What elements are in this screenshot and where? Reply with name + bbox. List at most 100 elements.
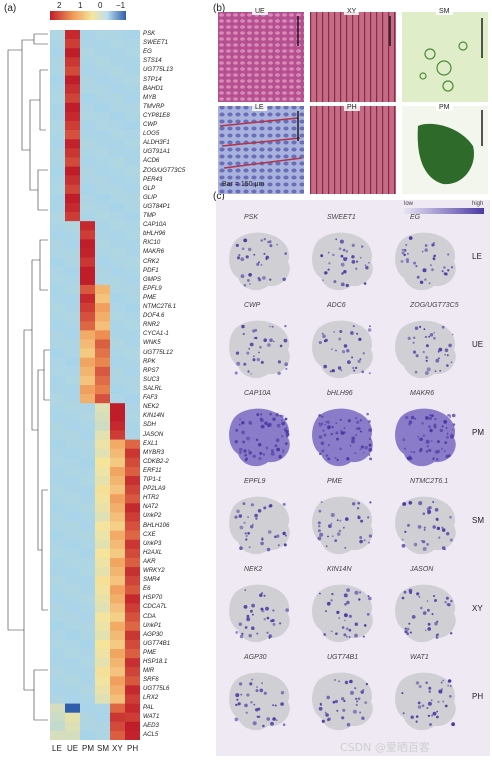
heatmap-cell — [50, 576, 65, 586]
heatmap-cell — [125, 266, 140, 277]
heatmap-cell — [95, 512, 110, 522]
heatmap-cell — [80, 530, 95, 541]
gene-label: UGT75L12 — [143, 348, 173, 356]
heatmap-cell — [125, 221, 140, 231]
heatmap-cell — [110, 448, 125, 459]
heatmap-cell — [65, 257, 80, 267]
heatmap-cell — [80, 730, 95, 740]
gene-label: ACL5 — [143, 730, 159, 738]
heatmap-cell — [80, 694, 95, 704]
heatmap-cell — [80, 248, 95, 258]
gene-label: WAT1 — [143, 712, 160, 720]
tsne-gene-title: ZOG/UGT73C5 — [410, 302, 459, 309]
gene-label: NTMC2T6.1 — [143, 303, 177, 311]
heatmap-cell — [65, 485, 80, 495]
heatmap-cell — [110, 457, 125, 468]
heatmap-cell — [50, 539, 65, 550]
heatmap-cell — [95, 557, 110, 568]
heatmap-cell — [125, 530, 140, 541]
tsne-plot — [395, 232, 456, 291]
heatmap-cell — [110, 339, 125, 349]
heatmap-cell — [110, 84, 125, 95]
heatmap-cell — [110, 202, 125, 213]
gene-label: GMPS — [143, 275, 161, 283]
heatmap-cell — [110, 421, 125, 431]
heatmap-cell — [65, 430, 80, 440]
heatmap-cell — [95, 385, 110, 395]
heatmap-cell — [65, 521, 80, 531]
heatmap-cell — [110, 75, 125, 85]
heatmap-cell — [80, 466, 95, 477]
heatmap-cell — [65, 212, 80, 222]
heatmap-cell — [80, 166, 95, 176]
heatmap-cell — [65, 476, 80, 486]
heatmap-cell — [65, 730, 80, 740]
heatmap-cell — [65, 303, 80, 313]
heatmap-cell — [80, 275, 95, 286]
scale-tick-1: 1 — [78, 1, 83, 10]
heatmap-cell — [80, 221, 95, 231]
heatmap-cell — [125, 157, 140, 167]
gene-label: TMP — [143, 212, 156, 220]
heatmap-cell — [50, 66, 65, 76]
heatmap-cell — [95, 430, 110, 440]
tsne-plot — [395, 496, 456, 555]
tsne-legend-gradient — [404, 208, 484, 214]
heatmap-cell — [125, 703, 140, 713]
heatmap-cell — [95, 585, 110, 595]
heatmap-cell — [50, 485, 65, 495]
heatmap-cell — [95, 293, 110, 304]
heatmap-cell — [50, 685, 65, 695]
heatmap-cell — [50, 293, 65, 304]
heatmap-cell — [50, 239, 65, 249]
heatmap-cell — [80, 293, 95, 304]
gene-label: E6 — [143, 585, 151, 593]
heatmap-cell — [50, 175, 65, 186]
heatmap-cell — [95, 130, 110, 140]
micrograph-title-sm: SM — [436, 8, 453, 15]
tsne-gene-title: ADC6 — [327, 302, 346, 309]
heatmap-cell — [65, 639, 80, 650]
heatmap-cell — [65, 703, 80, 713]
heatmap-cell — [95, 221, 110, 231]
gene-label: RPK — [143, 357, 156, 365]
tsne-row-label: UE — [472, 340, 484, 349]
heatmap-cell — [80, 557, 95, 568]
heatmap-cell — [125, 248, 140, 258]
heatmap-cell — [125, 430, 140, 440]
heatmap-cell — [65, 557, 80, 568]
heatmap-cell — [65, 339, 80, 349]
gene-label: PSK — [143, 30, 156, 37]
heatmap-cell — [65, 111, 80, 122]
heatmap-cell — [110, 594, 125, 604]
heatmap-cell — [110, 293, 125, 304]
tsne-gene-title: SWEET1 — [327, 214, 356, 221]
heatmap-cell — [110, 102, 125, 113]
heatmap-cell — [65, 275, 80, 286]
heatmap-cell — [80, 439, 95, 450]
heatmap-cell — [80, 84, 95, 95]
tsne-gene-title: bHLH96 — [327, 390, 353, 397]
heatmap-cell — [50, 102, 65, 113]
heatmap-cell — [65, 576, 80, 586]
heatmap-cell — [50, 639, 65, 650]
column-label: SM — [97, 744, 109, 753]
heatmap-cell — [65, 293, 80, 304]
heatmap-cell — [110, 303, 125, 313]
gene-label: CYP81E8 — [143, 111, 170, 119]
heatmap-cell — [65, 385, 80, 395]
heatmap-cell — [50, 330, 65, 340]
heatmap-cell — [50, 84, 65, 95]
heatmap-cell — [50, 130, 65, 140]
heatmap-cell — [110, 485, 125, 495]
heatmap-cell — [110, 621, 125, 632]
heatmap-cell — [80, 721, 95, 732]
heatmap-cell — [50, 730, 65, 740]
heatmap-cell — [110, 667, 125, 677]
heatmap-cell — [110, 166, 125, 176]
heatmap-cell — [50, 648, 65, 659]
heatmap-cell — [65, 139, 80, 149]
heatmap-cell — [80, 621, 95, 632]
heatmap-cell — [95, 312, 110, 322]
heatmap-cell — [95, 521, 110, 531]
